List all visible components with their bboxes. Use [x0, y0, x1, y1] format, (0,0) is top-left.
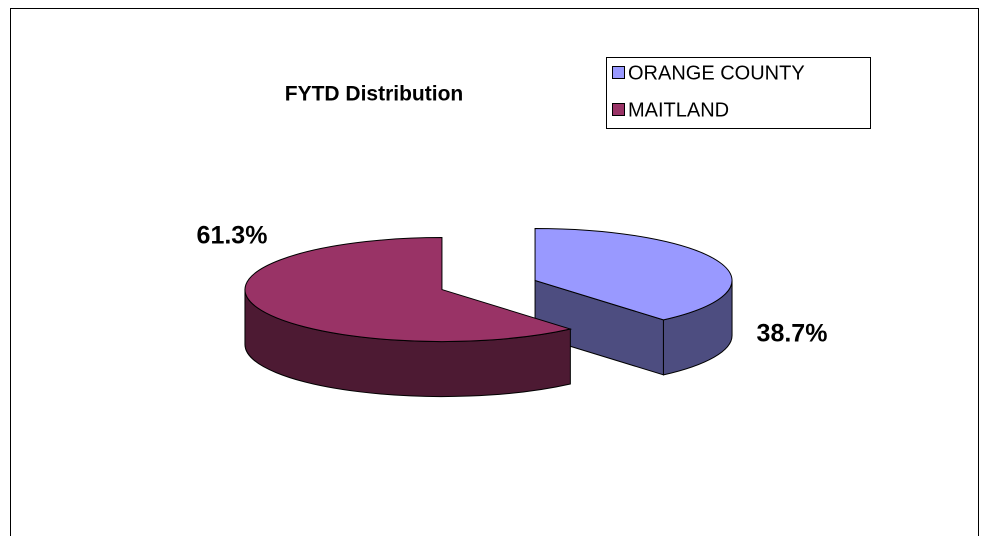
slice — [244, 237, 573, 343]
chart-title: FYTD Distribution — [285, 83, 463, 106]
value-label: 61.3% — [197, 222, 268, 250]
chart-frame — [10, 8, 979, 536]
legend-label: MAITLAND — [628, 99, 729, 121]
legend-box — [606, 57, 871, 129]
legend-label: ORANGE COUNTY — [628, 62, 805, 84]
pie — [244, 227, 733, 398]
legend-swatch — [612, 103, 625, 116]
slice — [534, 227, 733, 321]
value-label: 38.7% — [757, 320, 828, 348]
legend-swatch — [612, 66, 625, 79]
